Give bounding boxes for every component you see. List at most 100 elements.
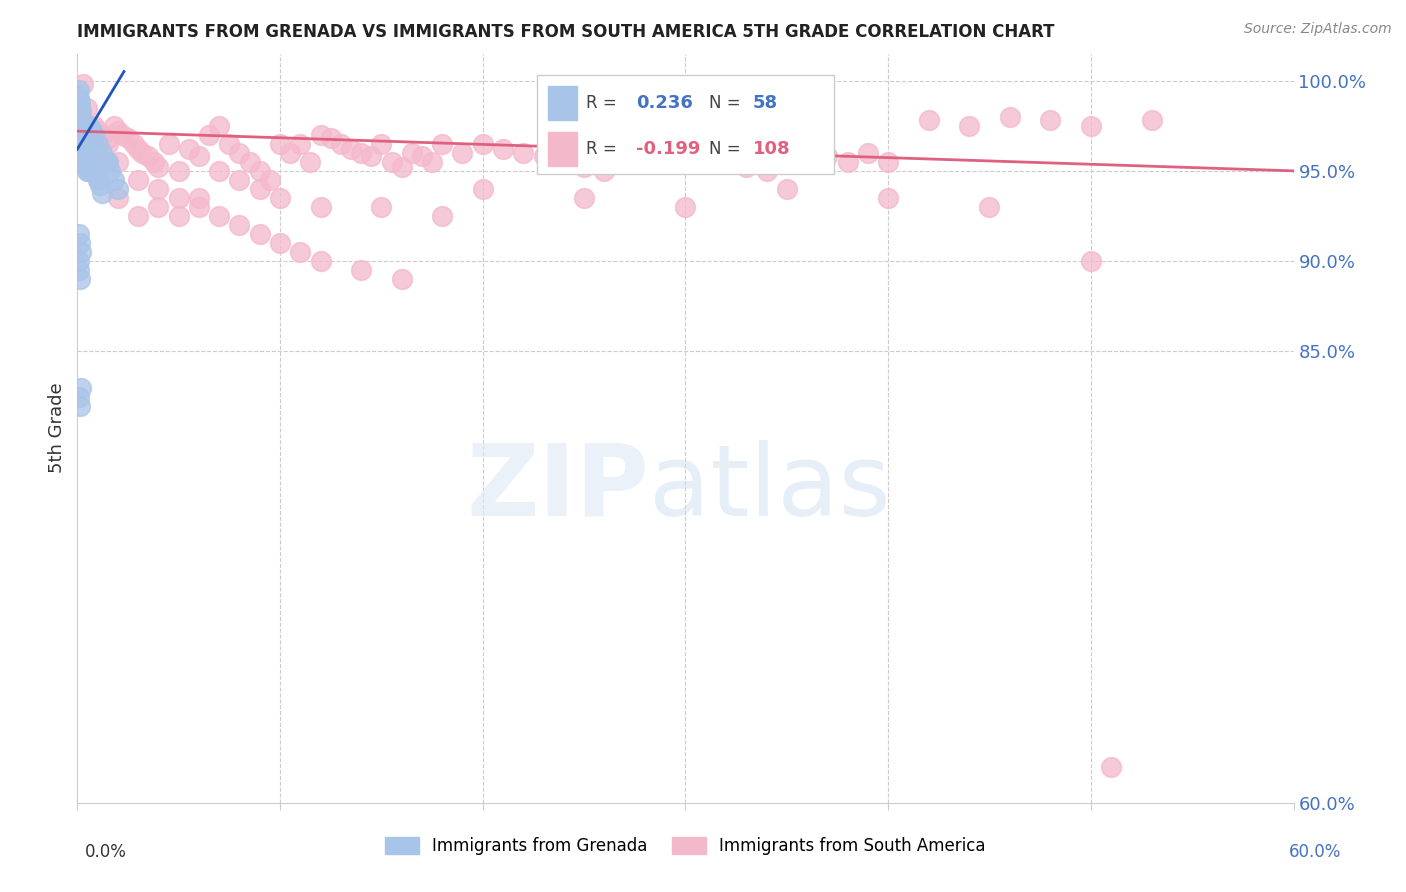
Point <box>103 119 125 133</box>
Point <box>127 142 149 156</box>
Point <box>360 149 382 163</box>
Point <box>136 149 159 163</box>
Point <box>654 154 676 169</box>
Point <box>70 245 93 260</box>
Text: ZIP: ZIP <box>465 440 650 537</box>
Point <box>70 131 93 145</box>
Text: 0.0%: 0.0% <box>84 843 127 861</box>
Point <box>350 263 373 277</box>
Point <box>735 161 758 175</box>
Point <box>228 173 250 187</box>
Point <box>451 145 474 160</box>
Point <box>70 110 93 124</box>
Point <box>675 200 697 214</box>
Point <box>269 236 291 251</box>
Point <box>76 161 98 175</box>
Point <box>755 164 778 178</box>
Point <box>67 124 90 138</box>
Point <box>309 128 332 142</box>
Point <box>72 77 94 91</box>
Point <box>979 200 1001 214</box>
Point <box>75 149 97 163</box>
Point <box>76 101 98 115</box>
Point <box>69 128 91 142</box>
Point <box>83 161 105 175</box>
Point <box>259 173 281 187</box>
Point <box>290 136 312 151</box>
Point <box>695 149 717 163</box>
Point <box>148 200 170 214</box>
Point <box>72 128 94 142</box>
Point <box>107 182 129 196</box>
Point <box>84 168 107 182</box>
Point <box>299 154 322 169</box>
Point <box>75 149 97 163</box>
Point <box>72 124 94 138</box>
Point <box>430 136 453 151</box>
Point <box>350 145 373 160</box>
Point <box>97 131 120 145</box>
Point <box>370 136 392 151</box>
Y-axis label: 5th Grade: 5th Grade <box>48 383 66 474</box>
Point <box>90 186 112 200</box>
Point <box>167 191 190 205</box>
Point <box>86 173 108 187</box>
Point <box>76 161 98 175</box>
Point <box>188 191 211 205</box>
Point <box>309 254 332 268</box>
Point <box>90 128 112 142</box>
Point <box>69 236 91 251</box>
Point <box>67 227 90 241</box>
Point <box>148 161 170 175</box>
Point <box>103 173 125 187</box>
Point <box>1039 113 1062 128</box>
Point <box>998 110 1021 124</box>
Text: 60.0%: 60.0% <box>1288 843 1341 861</box>
Point <box>218 136 240 151</box>
Point <box>319 131 342 145</box>
Point <box>117 131 139 145</box>
Text: Source: ZipAtlas.com: Source: ZipAtlas.com <box>1244 22 1392 37</box>
Point <box>269 136 291 151</box>
Point <box>634 149 657 163</box>
Point <box>107 124 129 138</box>
Point <box>70 380 93 394</box>
Point <box>471 182 494 196</box>
Point <box>188 200 211 214</box>
Point <box>553 154 575 169</box>
Point <box>249 182 271 196</box>
Point <box>157 136 180 151</box>
Point <box>97 136 120 151</box>
Point <box>877 191 900 205</box>
Point <box>77 164 100 178</box>
Point <box>411 149 433 163</box>
Point <box>391 272 413 286</box>
Point <box>572 161 595 175</box>
Point <box>75 154 97 169</box>
Point <box>329 136 352 151</box>
Point <box>837 154 859 169</box>
Point <box>80 124 103 138</box>
Point <box>73 136 96 151</box>
Point <box>67 82 90 96</box>
Point <box>208 164 231 178</box>
Point <box>269 191 291 205</box>
Point <box>290 245 312 260</box>
Point <box>67 88 90 103</box>
Point <box>75 145 97 160</box>
Point <box>73 131 96 145</box>
Point <box>107 191 129 205</box>
Point <box>957 119 980 133</box>
Point <box>249 227 271 241</box>
Point <box>80 149 103 163</box>
Point <box>86 124 108 138</box>
Point <box>76 164 98 178</box>
Point <box>430 209 453 223</box>
Point <box>877 154 900 169</box>
Point <box>167 209 190 223</box>
Point <box>815 149 838 163</box>
Point <box>73 140 96 154</box>
Point <box>90 145 112 160</box>
Point <box>675 145 697 160</box>
Point <box>72 119 94 133</box>
